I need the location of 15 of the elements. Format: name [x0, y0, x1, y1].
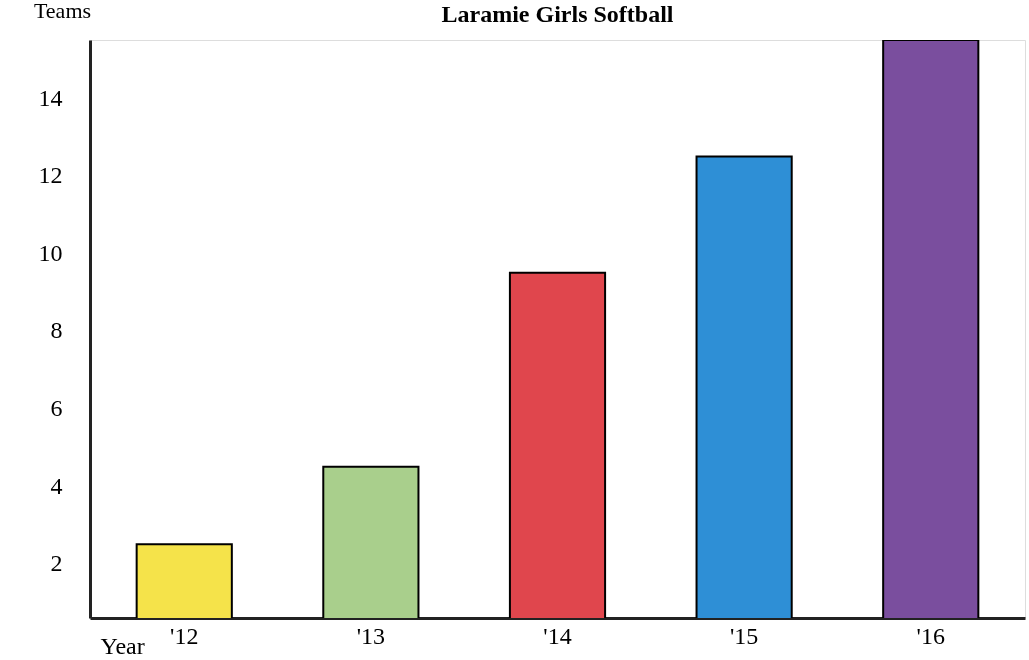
- x-tick-label: '13: [356, 622, 386, 649]
- y-tick-label: 8: [50, 317, 63, 344]
- y-tick-label: 10: [38, 239, 63, 266]
- y-tick-label: 4: [50, 472, 63, 499]
- x-tick-label: '16: [916, 622, 945, 649]
- y-tick-label: 2: [50, 550, 63, 577]
- x-axis-title: Year: [100, 632, 145, 659]
- y-axis-title: Teams: [33, 0, 92, 23]
- chart-title: Laramie Girls Softball: [441, 1, 674, 27]
- x-tick-label: '14: [543, 622, 572, 649]
- y-tick-label: 14: [38, 84, 63, 111]
- x-tick-label: '12: [170, 622, 199, 649]
- y-tick-label: 6: [50, 395, 63, 422]
- y-tick-label: 12: [38, 162, 63, 189]
- x-tick-label: '15: [729, 622, 759, 649]
